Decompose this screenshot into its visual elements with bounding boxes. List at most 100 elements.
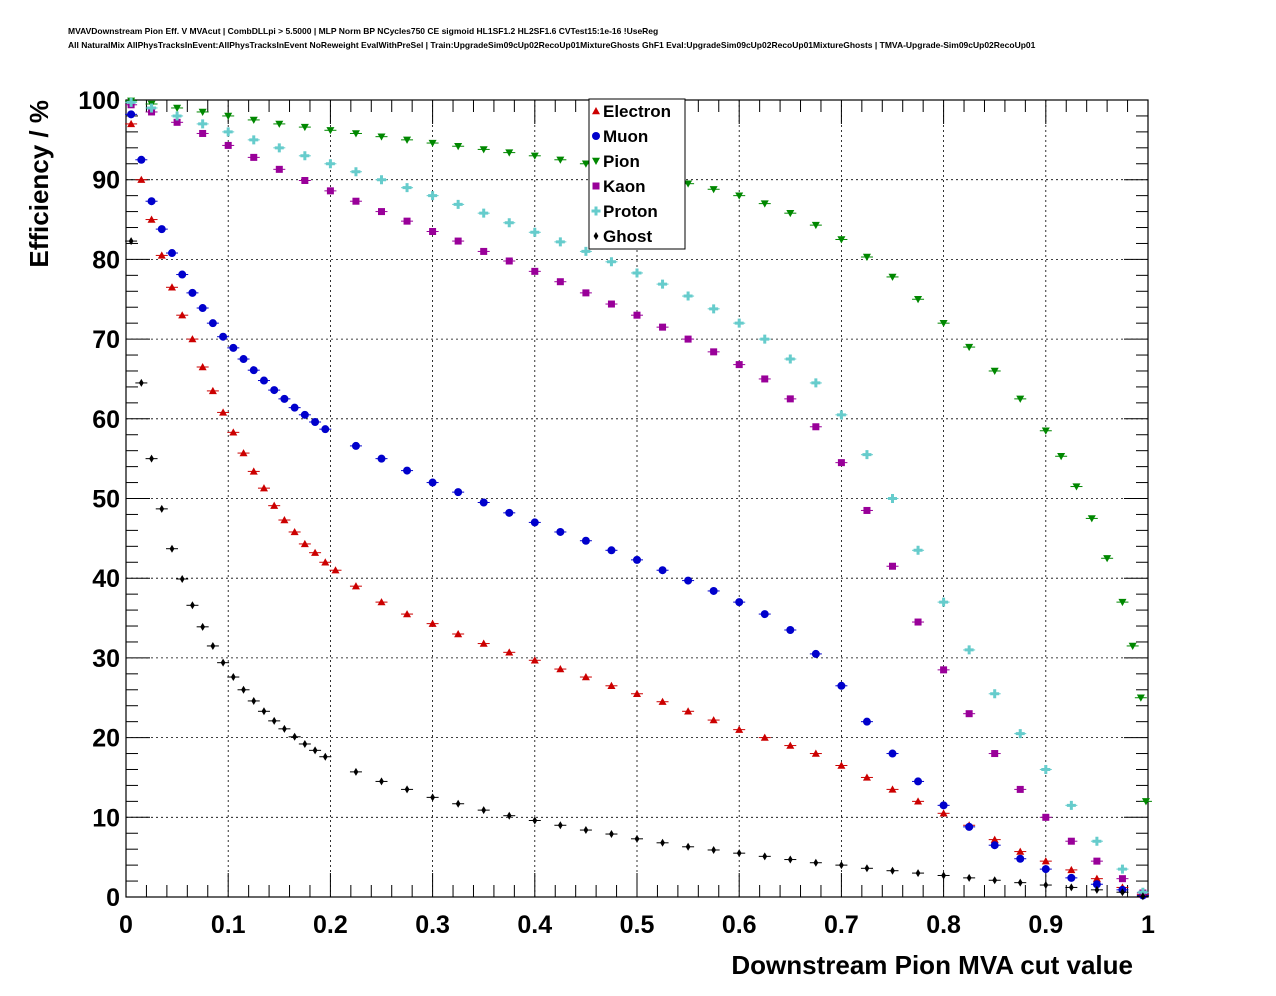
data-point-kaon [889, 562, 896, 570]
data-point-muon [1016, 854, 1025, 863]
data-point-ghost [660, 838, 665, 847]
series-proton [125, 97, 1149, 897]
data-point-electron [137, 175, 146, 183]
x-tick-label: 0.2 [313, 911, 348, 939]
data-point-ghost [481, 806, 487, 815]
legend-marker-pion [592, 157, 600, 165]
data-point-pion [300, 123, 309, 132]
data-point-kaon [812, 423, 820, 431]
data-point-ghost [762, 852, 768, 861]
data-point-muon [965, 822, 974, 831]
data-point-proton [555, 237, 565, 247]
data-point-pion [914, 296, 923, 304]
data-point-ghost [149, 454, 154, 463]
data-point-kaon [173, 118, 181, 126]
data-point-proton [325, 159, 335, 169]
data-point-proton [811, 378, 821, 388]
data-point-proton [888, 494, 897, 503]
data-point-pion [1016, 395, 1025, 403]
data-point-ghost [271, 716, 277, 725]
data-point-ghost [230, 673, 236, 682]
data-point-ghost [634, 834, 640, 843]
y-tick-label: 40 [92, 565, 120, 593]
data-point-muon [735, 598, 744, 607]
data-point-kaon [965, 710, 973, 718]
legend: Electron Muon Pion Kaon Proton Ghost [588, 98, 686, 250]
data-point-electron [786, 741, 795, 749]
data-point-ghost [992, 876, 998, 885]
data-point-muon [239, 355, 248, 364]
data-point-ghost [322, 752, 328, 761]
data-point-electron [862, 773, 871, 781]
data-point-muon [208, 319, 217, 328]
y-axis-label: Efficiency / % [24, 100, 54, 268]
legend-box [588, 98, 686, 250]
data-point-electron [1016, 847, 1025, 855]
axis-ticks [125, 99, 1149, 898]
data-point-kaon [582, 289, 590, 297]
legend-label-muon: Muon [603, 127, 648, 146]
x-tick-label: 0.1 [211, 911, 246, 939]
data-point-muon [607, 546, 616, 555]
data-point-proton [479, 208, 489, 218]
data-point-kaon [556, 278, 564, 286]
data-point-electron [249, 467, 258, 475]
data-point-proton [1117, 864, 1127, 874]
legend-marker-kaon [592, 182, 600, 190]
data-point-electron [321, 558, 330, 566]
data-point-ghost [532, 816, 538, 825]
data-point-electron [1092, 874, 1101, 882]
data-point-electron [633, 689, 641, 697]
data-point-ghost [312, 746, 318, 755]
data-point-proton [990, 689, 1000, 699]
data-point-kaon [352, 197, 360, 205]
data-point-electron [167, 283, 176, 291]
data-point-kaon [633, 311, 641, 319]
data-point-muon [837, 681, 846, 690]
x-tick-label: 0.6 [722, 911, 757, 939]
data-point-ghost [353, 767, 359, 776]
data-point-electron [259, 484, 268, 492]
data-point-proton [300, 151, 310, 161]
data-point-proton [1015, 729, 1025, 739]
data-point-proton [606, 257, 616, 267]
data-point-pion [454, 143, 463, 151]
data-point-ghost [1068, 883, 1074, 892]
data-point-proton [760, 334, 770, 344]
data-point-ghost [128, 237, 134, 246]
series-kaon [125, 101, 1149, 897]
y-tick-label: 10 [92, 804, 120, 832]
data-point-muon [479, 498, 488, 507]
data-point-pion [275, 120, 284, 128]
data-point-kaon [1118, 875, 1126, 883]
data-point-electron [300, 539, 309, 548]
data-point-electron [607, 681, 616, 689]
data-point-proton [785, 354, 795, 364]
data-point-proton [249, 135, 259, 145]
data-point-ghost [200, 622, 206, 631]
data-point-proton [964, 645, 974, 655]
data-point-pion [530, 152, 539, 160]
data-point-pion [786, 209, 795, 218]
legend-label-proton: Proton [603, 202, 658, 221]
data-point-ghost [282, 724, 287, 733]
data-point-muon [300, 410, 309, 419]
data-point-electron [229, 428, 238, 436]
legend-marker-electron [592, 107, 600, 115]
data-point-kaon [531, 267, 539, 275]
legend-label-ghost: Ghost [603, 227, 652, 246]
data-point-ghost [179, 574, 185, 583]
data-point-kaon [710, 348, 718, 356]
data-point-muon [157, 225, 166, 234]
x-tick-label: 0.8 [926, 911, 961, 939]
chart-title-line-2: All NaturalMix AllPhysTracksInEvent:AllP… [68, 40, 1036, 50]
data-point-muon [530, 518, 539, 527]
data-point-ghost [261, 707, 267, 716]
data-point-muon [290, 403, 299, 412]
data-point-muon [811, 649, 820, 658]
data-point-muon [249, 366, 258, 375]
data-point-ghost [685, 842, 691, 851]
data-point-electron [837, 761, 846, 769]
data-point-proton [658, 279, 668, 289]
data-point-kaon [991, 750, 999, 758]
